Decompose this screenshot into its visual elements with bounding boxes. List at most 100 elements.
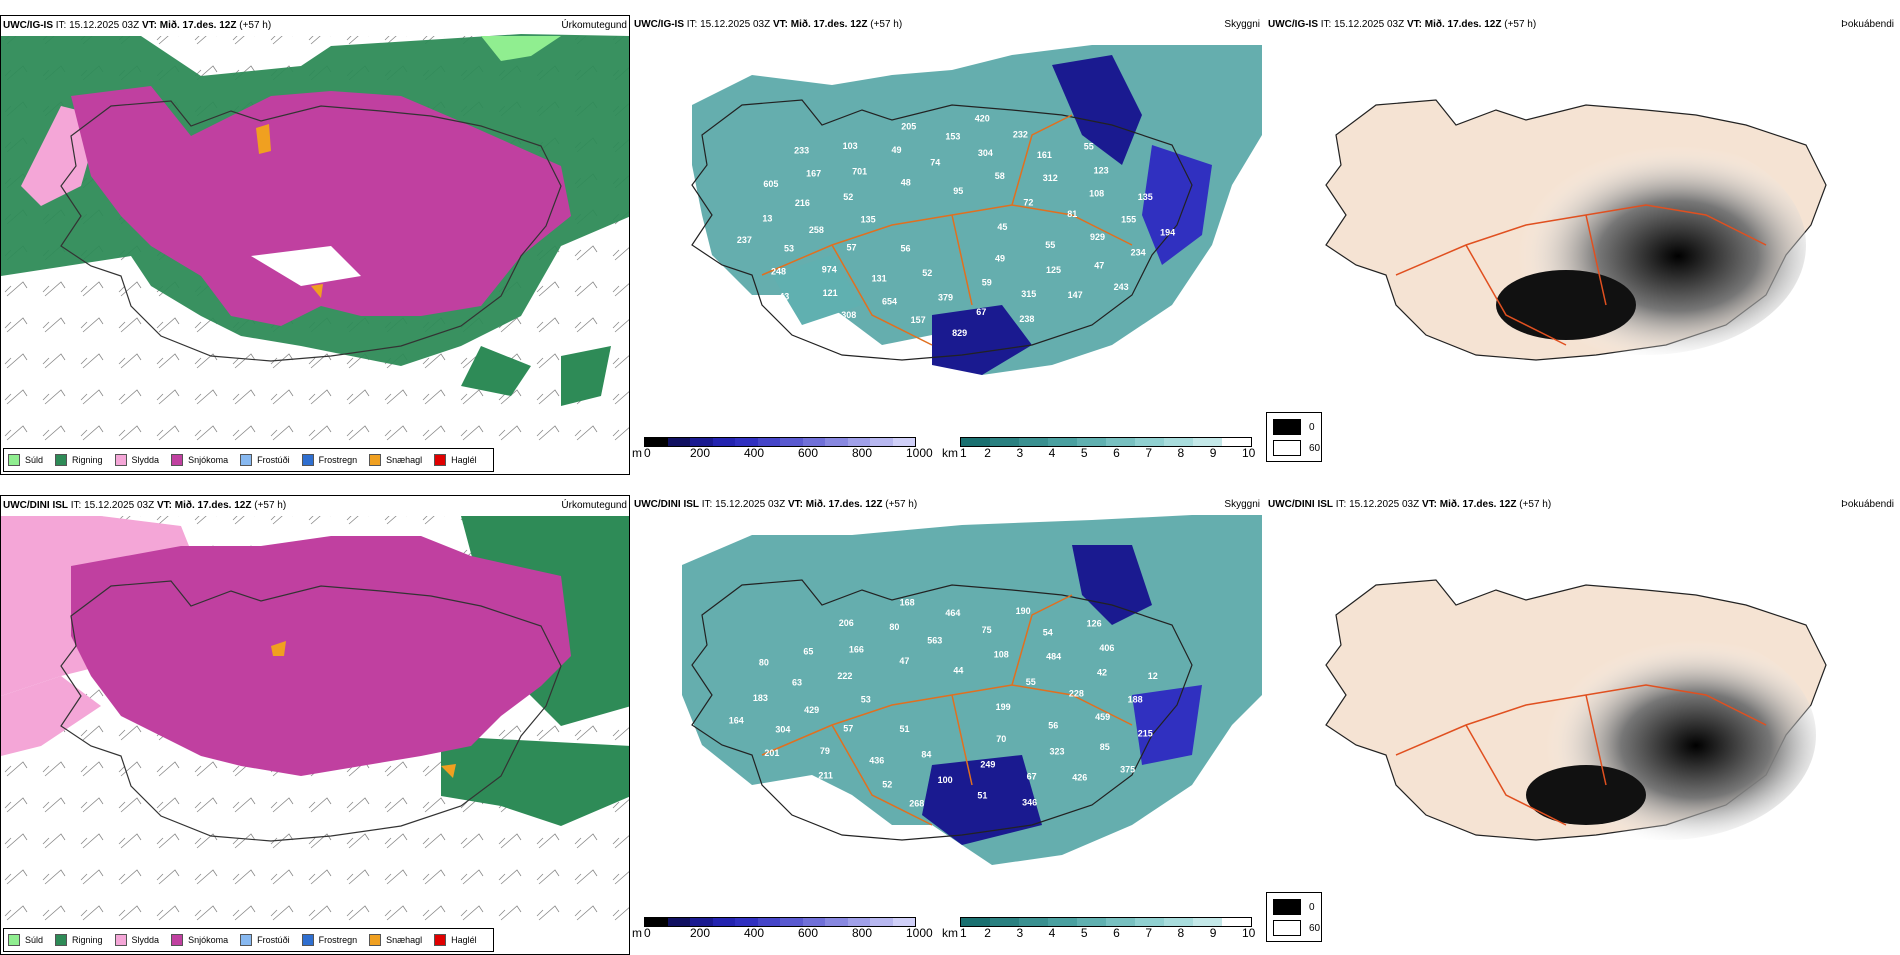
colorbar-segment	[1077, 918, 1106, 926]
visibility-value-label: 108	[994, 649, 1009, 659]
visibility-value-label: 42	[1097, 667, 1107, 677]
colorbar-unit: km	[942, 446, 958, 460]
colorbar-segment	[1222, 918, 1251, 926]
legend-swatch	[301, 934, 314, 946]
visibility-value-label: 429	[804, 705, 819, 715]
visibility-value-label: 135	[861, 215, 876, 225]
visibility-value-label: 51	[977, 790, 987, 800]
colorbar-segment	[961, 438, 990, 446]
visibility-value-label: 215	[1138, 729, 1153, 739]
fog-index-panel-row2: UWC/DINI ISL IT: 15.12.2025 03Z VT: Mið.…	[1266, 495, 1896, 955]
graupel-spot	[271, 641, 286, 656]
visibility-value-label: 268	[909, 799, 924, 809]
visibility-value-label: 67	[976, 307, 986, 317]
visibility-value-label: 85	[1100, 742, 1110, 752]
visibility-value-label: 232	[1013, 130, 1028, 140]
colorbar-segment	[1193, 918, 1222, 926]
visibility-value-label: 206	[839, 618, 854, 628]
visibility-value-label: 48	[901, 178, 911, 188]
visibility-value-label: 605	[763, 179, 778, 189]
visibility-value-label: 12	[1148, 671, 1158, 681]
visibility-value-label: 45	[997, 222, 1007, 232]
visibility-value-label: 459	[1095, 712, 1110, 722]
precip-type-panel-row2: UWC/DINI ISL IT: 15.12.2025 03Z VT: Mið.…	[0, 495, 630, 955]
colorbar-tick-label: 8	[1177, 446, 1185, 460]
visibility-value-label: 201	[764, 748, 779, 758]
visibility-value-label: 52	[843, 192, 853, 202]
colorbar-tick-label: 10	[1242, 926, 1256, 940]
colorbar-tick-label: 1	[960, 926, 967, 940]
colorbar-tick-label: 4	[1048, 446, 1056, 460]
colorbar-tick-label: 10	[1242, 446, 1256, 460]
visibility-value-label: 49	[891, 145, 901, 155]
colorbar-segment	[825, 918, 848, 926]
visibility-value-label: 59	[982, 278, 992, 288]
colorbar-segment	[961, 918, 990, 926]
legend-swatch	[114, 454, 127, 466]
visibility-value-label: 304	[775, 724, 790, 734]
colorbar-segment	[780, 918, 803, 926]
visibility-value-label: 375	[1120, 764, 1135, 774]
legend-item: Slydda	[114, 934, 159, 946]
fog-index-map	[1325, 99, 1827, 361]
visibility-value-label: 123	[1094, 165, 1109, 175]
legend-item: Snjókoma	[171, 454, 228, 466]
legend-item: Frostúði	[240, 454, 290, 466]
visibility-value-label: 57	[846, 243, 856, 253]
graupel-spot	[311, 284, 323, 298]
legend-swatch	[8, 454, 20, 466]
colorbar-tick-label: 4	[1048, 926, 1056, 940]
colorbar-segment	[1019, 918, 1048, 926]
visibility-panel-row2: UWC/DINI ISL IT: 15.12.2025 03Z VT: Mið.…	[632, 495, 1262, 955]
panel-title: UWC/IG-IS IT: 15.12.2025 03Z VT: Mið. 17…	[1268, 19, 1537, 30]
fog-legend-item: 0	[1273, 899, 1315, 915]
legend-item: Súld	[8, 934, 43, 946]
visibility-value-label: 81	[1067, 209, 1077, 219]
visibility-value-label: 190	[1016, 606, 1031, 616]
visibility-patch	[772, 255, 862, 325]
colorbar-segment	[1164, 438, 1193, 446]
colorbar-segment	[780, 438, 803, 446]
visibility-value-label: 194	[1160, 228, 1175, 238]
visibility-value-label: 108	[1089, 189, 1104, 199]
colorbar-segment	[990, 918, 1019, 926]
colorbar-segment	[1048, 438, 1077, 446]
visibility-value-label: 304	[978, 148, 993, 158]
legend-swatch	[434, 934, 447, 946]
visibility-value-label: 72	[1023, 198, 1033, 208]
visibility-value-label: 153	[945, 131, 960, 141]
colorbar-tick-label: 5	[1080, 446, 1088, 460]
panel-title: UWC/IG-IS IT: 15.12.2025 03Z VT: Mið. 17…	[3, 20, 272, 31]
legend-item: Slydda	[114, 454, 159, 466]
precip-type-map	[1, 34, 629, 456]
legend-item: Súld	[8, 454, 43, 466]
colorbar-gradient	[644, 437, 916, 447]
colorbar-tick-label: 800	[852, 926, 873, 940]
legend-swatch	[55, 454, 68, 466]
colorbar-tick-label: 200	[690, 926, 711, 940]
visibility-value-label: 44	[953, 665, 963, 675]
colorbar-segment	[990, 438, 1019, 446]
visibility-value-label: 168	[900, 598, 915, 608]
visibility-value-label: 54	[1043, 628, 1053, 638]
legend-swatch	[55, 934, 68, 946]
colorbar-tick-label: 2	[984, 926, 991, 940]
visibility-value-label: 199	[996, 702, 1011, 712]
colorbar-gradient	[960, 437, 1252, 447]
coastline	[691, 99, 1193, 361]
visibility-value-label: 436	[869, 756, 884, 766]
colorbar-segment	[1106, 438, 1135, 446]
visibility-value-label: 56	[1048, 721, 1058, 731]
road-network	[761, 594, 1133, 826]
visibility-value-label: 84	[921, 750, 931, 760]
visibility-value-label: 75	[982, 625, 992, 635]
visibility-value-label: 308	[841, 310, 856, 320]
visibility-value-label: 55	[1026, 677, 1036, 687]
visibility-value-label: 155	[1121, 215, 1136, 225]
colorbar-segment	[645, 918, 668, 926]
colorbar-segment	[645, 438, 668, 446]
visibility-value-label: 47	[899, 656, 909, 666]
colorbar-segment	[690, 438, 713, 446]
fog-legend-item: 60	[1273, 440, 1320, 456]
fog-index-legend-row2: 0 60	[1266, 892, 1322, 942]
